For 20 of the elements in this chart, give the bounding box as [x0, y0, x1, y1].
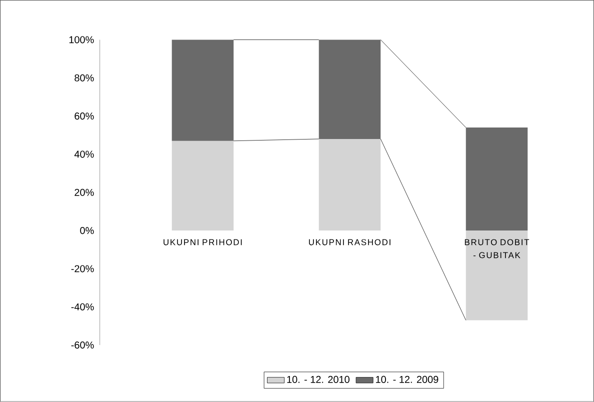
- x-tick-label: UKUPNI RASHODI: [309, 239, 390, 246]
- y-tick-label: 80%: [74, 74, 94, 82]
- x-tick-label: BRUTO DOBIT - GUBITAK: [464, 239, 530, 258]
- x-tick-label: UKUPNI PRIHODI: [164, 239, 242, 246]
- y-tick-label: -20%: [71, 265, 94, 272]
- y-tick-label: -60%: [71, 342, 94, 349]
- y-tick-label: 40%: [74, 150, 94, 158]
- bar: [318, 40, 381, 140]
- y-tick-label: 60%: [74, 112, 94, 120]
- y-tick-label: -40%: [71, 303, 94, 310]
- bar: [172, 140, 234, 231]
- bar: [466, 230, 528, 320]
- bar: [318, 139, 381, 231]
- bar: [172, 40, 234, 141]
- y-tick-label: 0%: [80, 227, 94, 234]
- legend-label: 10. - 12. 2010: [287, 376, 350, 384]
- y-tick-label: 100%: [69, 36, 94, 44]
- bar: [466, 128, 528, 231]
- legend-label: 10. - 12. 2009: [376, 376, 438, 384]
- y-tick-label: 20%: [74, 188, 94, 196]
